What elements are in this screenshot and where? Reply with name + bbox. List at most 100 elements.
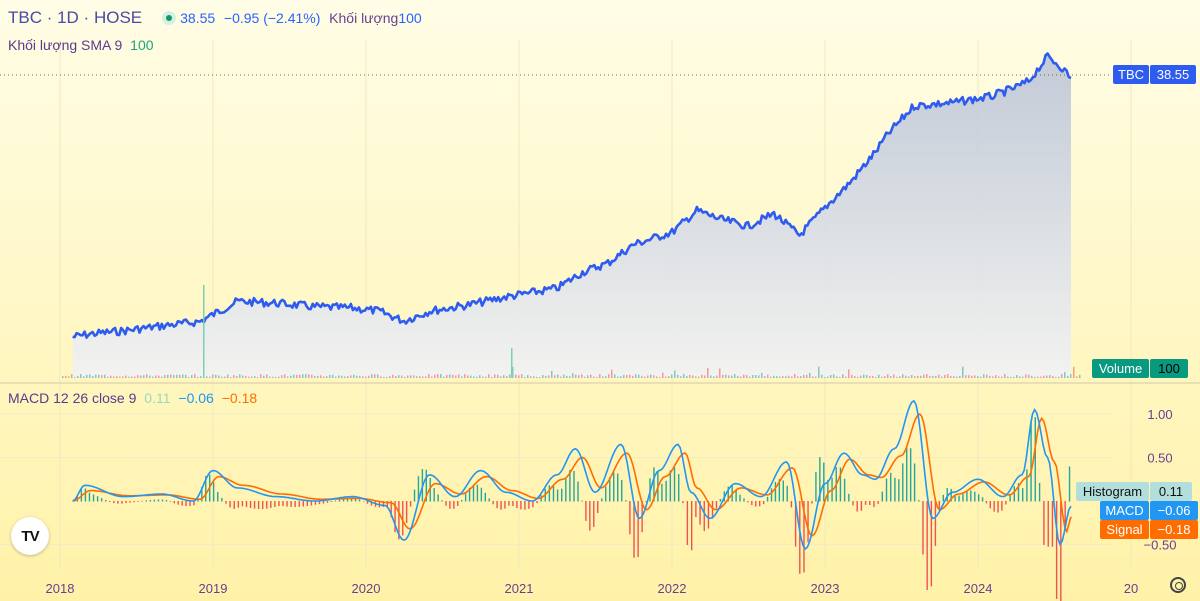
volume-bar: [701, 374, 703, 378]
volume-bar: [566, 375, 568, 378]
volume-bar: [848, 369, 850, 378]
histogram-bar: [950, 488, 952, 502]
histogram-bar: [573, 470, 575, 502]
histogram-bar: [942, 494, 944, 502]
volume-bar: [344, 376, 346, 378]
volume-bar: [116, 376, 118, 378]
volume-bar: [572, 373, 574, 378]
volume-bar: [170, 374, 172, 378]
histogram-bar: [993, 501, 995, 512]
histogram-bar: [719, 498, 722, 502]
volume-bar: [641, 375, 643, 378]
histogram-bar: [161, 499, 164, 502]
histogram-bar: [382, 501, 385, 508]
histogram-bar: [695, 501, 697, 518]
volume-bar: [1010, 376, 1012, 378]
volume-bar: [299, 374, 301, 378]
sma-label[interactable]: Khối lượng SMA 9: [8, 37, 123, 53]
histogram-bar: [819, 457, 821, 502]
histogram-bar: [100, 498, 103, 502]
histogram-bar: [125, 501, 127, 504]
histogram-bar: [946, 488, 948, 502]
histogram-bar: [173, 501, 175, 504]
histogram-bar: [241, 501, 244, 507]
volume-bar: [1004, 374, 1006, 378]
histogram-bar: [864, 501, 867, 505]
histogram-bar: [770, 488, 773, 502]
volume-bar: [671, 374, 673, 378]
x-tick-label: 2019: [199, 581, 228, 596]
histogram-bar: [755, 501, 757, 507]
volume-bar: [1028, 374, 1030, 378]
histogram-bar: [464, 493, 467, 502]
volume-bar: [998, 376, 1000, 378]
histogram-bar: [512, 501, 514, 507]
histogram-bar: [561, 488, 563, 502]
y-tick-label: −0.50: [1144, 538, 1177, 553]
volume-bar: [446, 374, 448, 378]
volume-bar: [653, 375, 655, 378]
histogram-bar: [233, 501, 235, 509]
histogram-bar: [433, 488, 435, 502]
histogram-bar: [707, 501, 710, 529]
volume-bar: [1058, 376, 1060, 378]
histogram-bar: [137, 501, 139, 502]
histogram-bar: [747, 501, 749, 503]
macd-legend-signal: −0.18: [221, 390, 258, 406]
histogram-bar: [1055, 501, 1058, 599]
volume-bar: [833, 374, 835, 378]
volume-bar: [752, 375, 754, 378]
volume-bar: [734, 374, 736, 378]
histogram-bar: [145, 500, 147, 502]
histogram-bar: [314, 501, 317, 505]
volume-bar: [647, 375, 649, 378]
macd-tag-label-box: [1100, 501, 1149, 520]
volume-bar: [182, 374, 184, 378]
volume-bar: [542, 374, 544, 378]
volume-bar: [371, 374, 373, 378]
volume-bar: [854, 376, 856, 378]
volume-bar: [194, 374, 196, 378]
volume-bar: [413, 375, 415, 378]
volume-bar: [350, 375, 352, 378]
histogram-bar: [1051, 501, 1054, 547]
histogram-bar: [322, 501, 325, 504]
histogram-bar: [1021, 488, 1024, 502]
price-line: [72, 52, 1072, 339]
volume-bar: [860, 375, 862, 378]
volume-bar: [815, 376, 817, 378]
histogram-bar: [974, 491, 976, 502]
histogram-bar: [181, 501, 183, 506]
volume-bar: [233, 375, 235, 378]
histogram-bar: [386, 501, 389, 508]
macd-legend-label[interactable]: MACD 12 26 close 9: [8, 390, 137, 406]
volume-bar: [461, 376, 463, 378]
volume-bar: [266, 374, 268, 378]
volume-bar: [317, 375, 319, 378]
volume-bar: [995, 375, 997, 378]
gear-icon[interactable]: [1170, 577, 1186, 593]
volume-bar: [77, 376, 79, 378]
symbol-title[interactable]: TBC · 1D · HOSE: [8, 8, 143, 27]
histogram-bar: [84, 488, 87, 502]
tradingview-logo-icon[interactable]: TV: [11, 517, 49, 555]
histogram-bar: [989, 501, 992, 509]
histogram-bar: [593, 501, 595, 527]
volume-bar: [656, 376, 658, 378]
volume-bar: [506, 375, 508, 378]
volume-bar: [179, 374, 181, 378]
volume-bar: [368, 375, 370, 378]
volume-bar: [356, 375, 358, 378]
volume-bar: [785, 376, 787, 378]
last-price: 38.55: [180, 10, 216, 26]
volume-bar: [635, 374, 637, 378]
volume-bar: [605, 376, 607, 378]
histogram-bar: [786, 485, 788, 502]
histogram-bar: [690, 501, 693, 551]
volume-bar: [281, 375, 283, 378]
volume-bar: [965, 375, 967, 378]
volume-bar: [1043, 375, 1045, 378]
volume-bar: [791, 376, 793, 378]
volume-bar: [968, 375, 970, 378]
